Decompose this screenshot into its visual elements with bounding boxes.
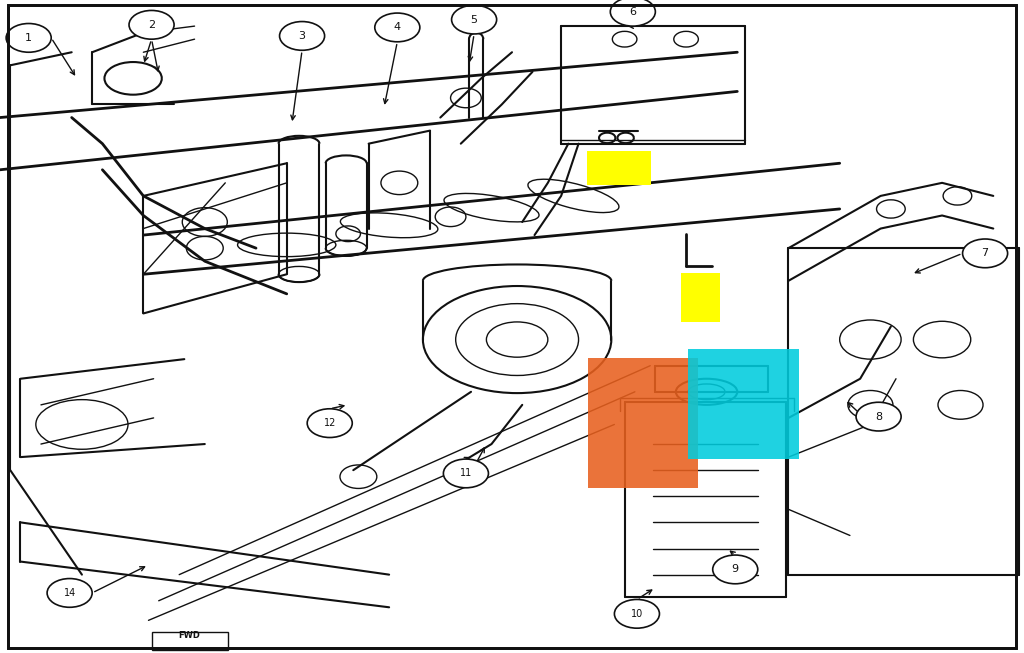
- Text: 2: 2: [148, 20, 155, 30]
- Circle shape: [307, 409, 352, 438]
- Text: 14: 14: [63, 588, 76, 598]
- Text: FWD: FWD: [178, 631, 201, 640]
- Circle shape: [610, 0, 655, 26]
- Text: 10: 10: [631, 609, 643, 619]
- Text: 6: 6: [630, 7, 636, 17]
- Circle shape: [280, 22, 325, 50]
- Bar: [688, 349, 799, 459]
- Text: 12: 12: [324, 418, 336, 428]
- Bar: [587, 151, 651, 185]
- Circle shape: [614, 599, 659, 628]
- Text: 4: 4: [394, 22, 400, 33]
- Circle shape: [452, 5, 497, 34]
- Text: 1: 1: [26, 33, 32, 43]
- Text: 3: 3: [299, 31, 305, 41]
- Circle shape: [713, 555, 758, 584]
- Circle shape: [963, 239, 1008, 268]
- Circle shape: [375, 13, 420, 42]
- Bar: [681, 273, 720, 322]
- Circle shape: [47, 579, 92, 607]
- Text: 5: 5: [471, 14, 477, 25]
- Text: 7: 7: [982, 248, 988, 259]
- Text: 11: 11: [460, 468, 472, 479]
- Circle shape: [6, 24, 51, 52]
- Bar: [152, 632, 228, 650]
- Text: 8: 8: [876, 411, 882, 422]
- Circle shape: [129, 10, 174, 39]
- Circle shape: [443, 459, 488, 488]
- Text: 9: 9: [732, 564, 738, 575]
- Bar: [588, 358, 698, 488]
- Circle shape: [856, 402, 901, 431]
